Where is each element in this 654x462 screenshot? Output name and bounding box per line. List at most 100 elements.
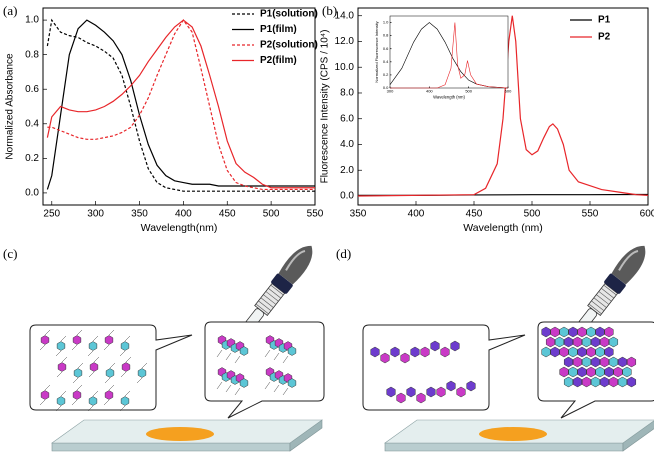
x-axis-label: Wavelength(nm) (141, 222, 218, 234)
side-chain (225, 384, 232, 393)
y-tick-label: 1.0 (383, 20, 389, 25)
side-chain (282, 387, 289, 396)
x-tick-label: 500 (524, 209, 541, 220)
hexagon (568, 366, 578, 378)
side-chain (109, 362, 116, 369)
series-line (47, 19, 315, 191)
side-chain (87, 405, 94, 412)
hexagon (581, 336, 592, 348)
hexagon (120, 341, 130, 351)
x-axis-label: Wavelength (nm) (463, 222, 543, 234)
side-chain (136, 377, 143, 384)
bulb-shine (285, 250, 306, 271)
callout-left (29, 324, 193, 411)
side-chain (56, 371, 63, 378)
y-tick-label: 10.0 (335, 62, 355, 73)
hexagon (239, 346, 249, 356)
side-chain (216, 381, 223, 390)
y-tick-label: 0.0 (25, 188, 39, 199)
panel-label: (d) (336, 246, 351, 261)
hexagon (56, 341, 66, 351)
hexagon (466, 380, 476, 392)
collar-rib (598, 291, 612, 302)
hexagon (595, 326, 605, 338)
hexagon (590, 356, 601, 368)
x-tick-label: 350 (350, 209, 367, 220)
hexagon (430, 340, 440, 352)
hexagon (572, 336, 583, 348)
hexagon (604, 326, 614, 338)
side-chain (60, 390, 67, 397)
hexagon (617, 356, 628, 368)
collar-rib (588, 303, 602, 315)
dropper-bulb (611, 245, 646, 285)
x-tick-label: 400 (175, 209, 192, 220)
hexagon (89, 362, 99, 372)
dropper-cap (604, 273, 626, 294)
hexagon (626, 376, 637, 388)
side-chain (44, 384, 51, 391)
side-chain (60, 335, 67, 342)
hexagon (239, 378, 249, 388)
illustration: (d) (336, 245, 654, 452)
hexagon (450, 340, 460, 352)
x-tick-label: 350 (131, 209, 148, 220)
hexagon (599, 356, 610, 368)
collar-rib (270, 284, 284, 296)
hexagon (436, 386, 446, 398)
hexagon (40, 335, 50, 345)
collar-rib (596, 294, 610, 305)
side-chain (264, 381, 271, 390)
dropper-cap (271, 273, 293, 294)
substrate-front (51, 442, 291, 452)
hexagon (390, 346, 400, 358)
hexagon (581, 356, 592, 368)
y-tick-label: 4.0 (340, 139, 354, 150)
hexagon (604, 346, 614, 358)
hexagon (613, 366, 623, 378)
side-chain (92, 390, 99, 397)
hexagon (104, 335, 114, 345)
bulb-shine (618, 250, 639, 271)
side-chain (119, 405, 126, 412)
y-tick-label: 14.0 (335, 10, 355, 21)
y-tick-label: 0.6 (25, 84, 39, 95)
y-axis-label: Normalized Fluorescence Intensity (374, 21, 379, 82)
hexagon (554, 336, 565, 348)
hexagon (545, 336, 556, 348)
hexagon (137, 368, 147, 378)
hexagon (568, 346, 578, 358)
x-tick-label: 450 (466, 209, 483, 220)
hexagon (287, 346, 297, 356)
y-axis-label: Normalized Absorbance (5, 53, 16, 160)
y-tick-label: 0.6 (383, 46, 389, 51)
hexagon (287, 378, 297, 388)
hexagon (568, 326, 578, 338)
x-axis-label: Wavelength (nm) (433, 94, 465, 99)
side-chain (92, 335, 99, 342)
plot-frame (389, 15, 509, 89)
hexagon (105, 368, 115, 378)
panel-label: (c) (3, 246, 17, 261)
legend-label: P2(film) (260, 55, 297, 66)
side-chain (273, 352, 280, 361)
side-chain (216, 349, 223, 358)
side-chain (39, 344, 46, 351)
side-chain (234, 387, 241, 396)
hexagon (541, 346, 551, 358)
hexagon (586, 366, 596, 378)
hexagon (577, 366, 587, 378)
x-tick-label: 550 (307, 209, 324, 220)
hexagon (121, 362, 131, 372)
side-chain (225, 352, 232, 361)
hexagon (456, 386, 466, 398)
side-chain (108, 384, 115, 391)
hexagon (599, 336, 610, 348)
collar-rib (263, 294, 277, 305)
x-tick-label: 400 (408, 209, 425, 220)
hexagon (56, 396, 66, 406)
collar-rib (268, 288, 282, 299)
hexagon (72, 390, 82, 400)
side-chain (55, 350, 62, 357)
hexagon (563, 356, 574, 368)
